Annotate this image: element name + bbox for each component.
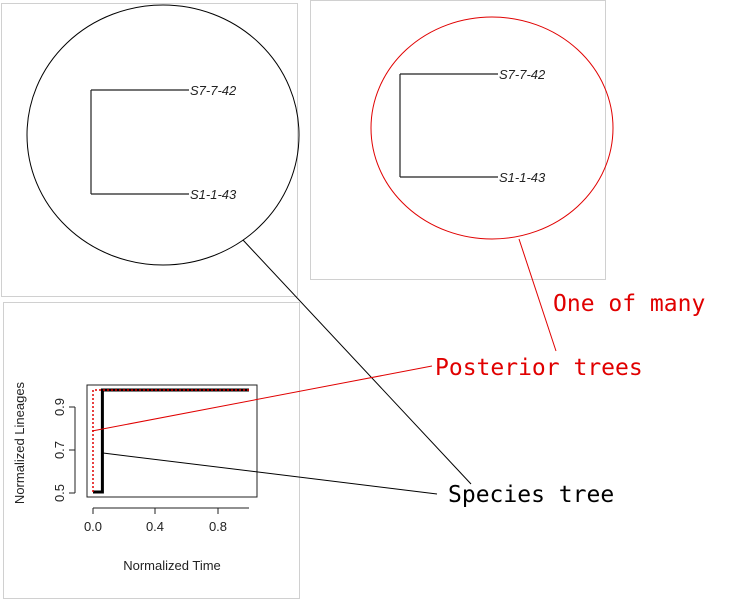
species-tree-ltt-line	[93, 388, 249, 494]
plot-frame	[86, 384, 258, 498]
posterior-tree-ellipse	[370, 16, 614, 240]
posterior-tree-svg: S7-7-42 S1-1-43	[370, 16, 614, 240]
one-of-many-label: One of many	[553, 291, 705, 317]
x-tick-label-2: 0.8	[209, 519, 227, 534]
y-axis: 0.5 0.7 0.9 Normalized Lineages	[12, 381, 76, 504]
species-tree-panel: S7-7-42 S1-1-43	[1, 3, 300, 297]
x-tick-label-0: 0.0	[84, 519, 102, 534]
ltt-plot-svg: 0.0 0.4 0.8 Normalized Time 0.5 0.7 0.9 …	[12, 381, 258, 573]
species-tree-tip-top: S7-7-42	[190, 83, 237, 98]
posterior-tree-ltt-line	[92, 389, 249, 492]
x-tick-label-1: 0.4	[146, 519, 164, 534]
ltt-lines	[92, 388, 249, 494]
species-tree-branches	[90, 89, 189, 195]
species-tree-ellipse	[26, 4, 300, 266]
posterior-trees-label: Posterior trees	[435, 355, 643, 381]
x-axis: 0.0 0.4 0.8 Normalized Time	[84, 507, 249, 573]
x-axis-label: Normalized Time	[123, 558, 221, 573]
species-tree-svg: S7-7-42 S1-1-43	[26, 4, 300, 266]
species-tree-label: Species tree	[448, 482, 614, 508]
posterior-tree-panel: S7-7-42 S1-1-43	[310, 0, 614, 280]
y-tick-label-1: 0.7	[52, 441, 67, 459]
posterior-tree-tip-top: S7-7-42	[499, 67, 546, 82]
posterior-tree-branches	[399, 73, 498, 178]
y-tick-label-2: 0.9	[52, 398, 67, 416]
ltt-plot-panel: 0.0 0.4 0.8 Normalized Time 0.5 0.7 0.9 …	[3, 302, 300, 599]
y-tick-label-0: 0.5	[52, 484, 67, 502]
posterior-tree-tip-bottom: S1-1-43	[499, 170, 546, 185]
y-axis-label: Normalized Lineages	[12, 381, 27, 504]
species-tree-tip-bottom: S1-1-43	[190, 187, 237, 202]
